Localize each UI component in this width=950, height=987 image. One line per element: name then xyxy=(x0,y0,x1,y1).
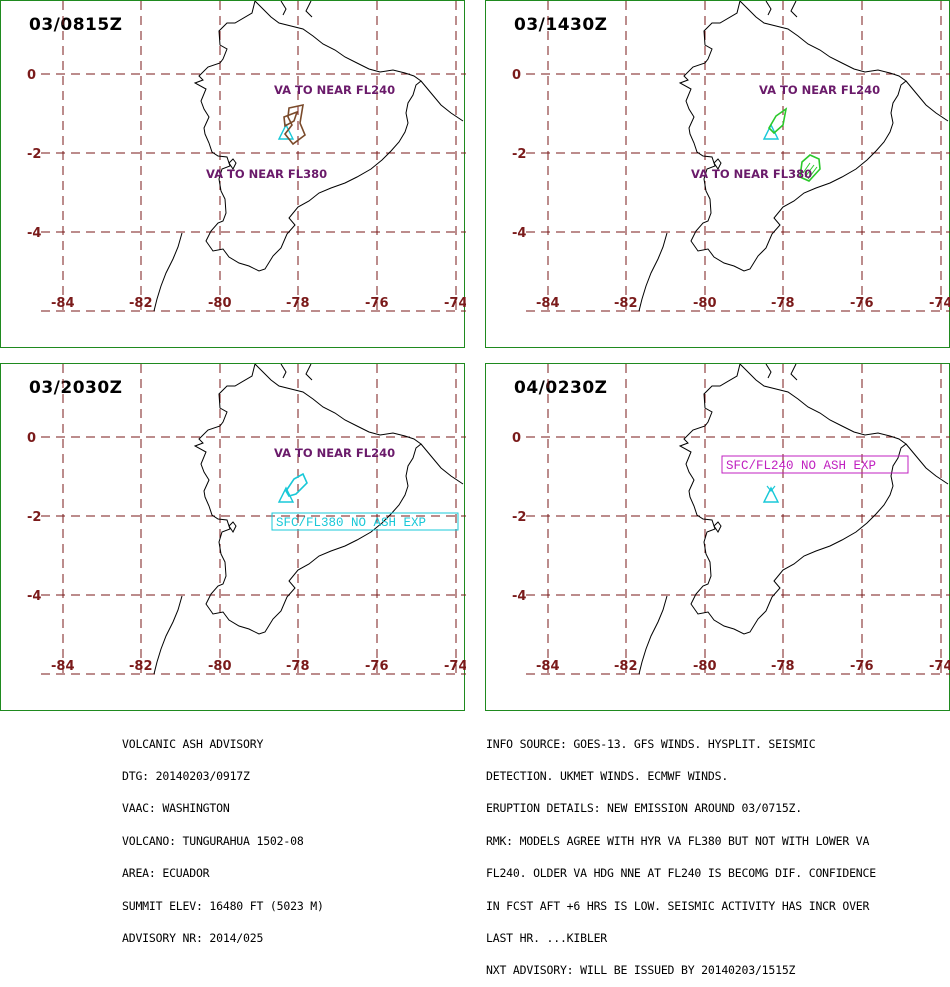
lon-tick-label: -84 xyxy=(536,659,560,674)
lon-tick-label: -82 xyxy=(614,296,638,311)
lat-tick-label: 0 xyxy=(512,68,521,83)
lat-tick-label: -4 xyxy=(27,226,41,241)
advisory-line: VOLCANO: TUNGURAHUA 1502-08 xyxy=(122,833,304,848)
grid-lines xyxy=(526,364,950,675)
advisory-line: LAST HR. ...KIBLER xyxy=(486,930,608,945)
advisory-line: RMK: MODELS AGREE WITH HYR VA FL380 BUT … xyxy=(486,833,870,848)
lat-tick-label: -2 xyxy=(27,147,41,162)
lon-tick-label: -82 xyxy=(129,659,153,674)
map-panel-4: 04/0230Z 0 -2 -4 -84 -82 -80 -78 -76 -74 SFC/FL24… xyxy=(485,363,950,711)
advisory-line: NXT ADVISORY: WILL BE ISSUED BY 20140203… xyxy=(486,963,796,978)
lon-tick-label: -84 xyxy=(536,296,560,311)
advisory-line: ERUPTION DETAILS: NEW EMISSION AROUND 03… xyxy=(486,801,803,816)
grid-lines xyxy=(41,1,466,312)
advisory-line: IN FCST AFT +6 HRS IS LOW. SEISMIC ACTIV… xyxy=(486,898,870,913)
panel-time: 04/0230Z xyxy=(514,378,608,398)
coastline xyxy=(153,364,464,675)
ash-level-label: VA TO NEAR FL380 xyxy=(691,167,812,181)
lon-tick-label: -80 xyxy=(693,659,717,674)
map-svg: 0 -2 -4 -84 -82 -80 -78 -76 -74 VA TO NEAR FL240 V… xyxy=(512,1,950,312)
ash-level-label: VA TO NEAR FL240 xyxy=(274,446,395,460)
advisory-line: DETECTION. UKMET WINDS. ECMWF WINDS. xyxy=(486,768,729,783)
volcano-icon xyxy=(762,486,780,503)
no-ash-label: SFC/FL380 NO ASH EXP xyxy=(276,516,426,530)
lon-tick-label: -74 xyxy=(929,659,950,674)
lon-tick-label: -76 xyxy=(850,296,874,311)
lat-tick-label: -4 xyxy=(27,589,41,604)
lat-tick-label: -2 xyxy=(27,510,41,525)
map-svg: 0 -2 -4 -84 -82 -80 -78 -76 -74 SFC/FL240 NO ASH … xyxy=(512,364,950,675)
lat-tick-label: -2 xyxy=(512,510,526,525)
advisory-header-block: VOLCANIC ASH ADVISORY DTG: 20140203/0917… xyxy=(122,717,324,955)
advisory-line: FL240. OLDER VA HDG NNE AT FL240 IS BECO… xyxy=(486,866,876,881)
lon-tick-label: -78 xyxy=(771,296,795,311)
no-ash-label: SFC/FL240 NO ASH EXP xyxy=(726,459,876,473)
advisory-line: ADVISORY NR: 2014/025 xyxy=(122,930,264,945)
grid-lines xyxy=(41,364,466,675)
lon-tick-label: -78 xyxy=(286,659,310,674)
lon-tick-label: -76 xyxy=(365,659,389,674)
map-svg: 0 -2 -4 -84 -82 -80 -78 -76 -74 VA TO NEAR FL240 V… xyxy=(27,1,466,312)
lat-tick-label: -4 xyxy=(512,589,526,604)
lon-tick-label: -74 xyxy=(444,659,466,674)
ash-level-label: VA TO NEAR FL240 xyxy=(274,83,395,97)
lon-tick-label: -84 xyxy=(51,296,75,311)
advisory-line: SUMMIT ELEV: 16480 FT (5023 M) xyxy=(122,898,324,913)
lat-tick-label: 0 xyxy=(27,68,36,83)
volcano-top-icon xyxy=(766,485,776,492)
lon-tick-label: -76 xyxy=(850,659,874,674)
lon-tick-label: -80 xyxy=(693,296,717,311)
grid-lines xyxy=(526,1,950,312)
ash-cloud-fl240 xyxy=(285,472,308,497)
lon-tick-label: -78 xyxy=(771,659,795,674)
lat-tick-label: 0 xyxy=(512,431,521,446)
lon-tick-label: -74 xyxy=(929,296,950,311)
lon-tick-label: -80 xyxy=(208,659,232,674)
coastline xyxy=(153,1,464,312)
advisory-line: DTG: 20140203/0917Z xyxy=(122,768,250,783)
map-svg: 0 -2 -4 -84 -82 -80 -78 -76 -74 VA TO NEAR FL240 S… xyxy=(27,364,466,675)
panel-time: 03/2030Z xyxy=(29,378,123,398)
lon-tick-label: -76 xyxy=(365,296,389,311)
map-panel-2: 03/1430Z 0 -2 -4 -84 -82 -80 -78 -76 -74 VA TO NE… xyxy=(485,0,950,348)
lon-tick-label: -80 xyxy=(208,296,232,311)
advisory-line: VAAC: WASHINGTON xyxy=(122,801,230,816)
coastline xyxy=(638,1,949,312)
lat-tick-label: -2 xyxy=(512,147,526,162)
no-ash-box xyxy=(721,455,909,474)
volcano-icon xyxy=(277,486,295,503)
advisory-line: VOLCANIC ASH ADVISORY xyxy=(122,736,264,751)
lon-tick-label: -74 xyxy=(444,296,466,311)
advisory-line: INFO SOURCE: GOES-13. GFS WINDS. HYSPLIT… xyxy=(486,736,816,751)
volcano-icon xyxy=(277,123,295,140)
lat-tick-label: -4 xyxy=(512,226,526,241)
ash-level-label: VA TO NEAR FL240 xyxy=(759,83,880,97)
lon-tick-label: -82 xyxy=(614,659,638,674)
advisory-remarks-block: INFO SOURCE: GOES-13. GFS WINDS. HYSPLIT… xyxy=(486,717,876,987)
panel-time: 03/0815Z xyxy=(29,15,123,35)
no-ash-box xyxy=(271,512,459,531)
advisory-line: AREA: ECUADOR xyxy=(122,866,210,881)
ash-cloud-fl240 xyxy=(767,107,788,135)
coastline xyxy=(638,364,949,675)
ash-cloud-fl380 xyxy=(283,110,299,128)
ash-level-label: VA TO NEAR FL380 xyxy=(206,167,327,181)
map-panel-3: 03/2030Z 0 -2 -4 -84 -82 -80 -78 -76 -74 VA TO NE… xyxy=(0,363,466,711)
ash-cloud-fl380 xyxy=(799,154,821,182)
panel-time: 03/1430Z xyxy=(514,15,608,35)
map-panel-1: 03/0815Z 0 -2 -4 -84 -82 -80 -78 -76 -74 VA TO NE… xyxy=(0,0,466,348)
lat-tick-label: 0 xyxy=(27,431,36,446)
ash-cloud-fl240 xyxy=(283,103,306,146)
lon-tick-label: -78 xyxy=(286,296,310,311)
lon-tick-label: -84 xyxy=(51,659,75,674)
lon-tick-label: -82 xyxy=(129,296,153,311)
